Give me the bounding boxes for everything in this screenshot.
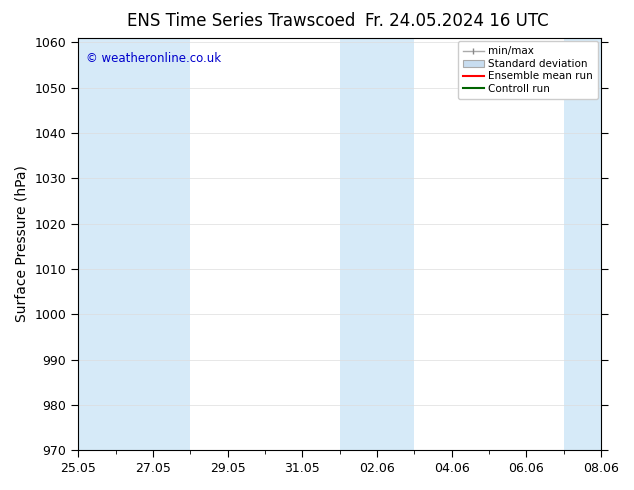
Text: ENS Time Series Trawscoed: ENS Time Series Trawscoed (127, 12, 355, 30)
Text: © weatheronline.co.uk: © weatheronline.co.uk (86, 52, 221, 65)
Legend: min/max, Standard deviation, Ensemble mean run, Controll run: min/max, Standard deviation, Ensemble me… (458, 41, 598, 99)
Bar (153, 38, 190, 450)
Bar (340, 38, 415, 450)
Bar (564, 38, 619, 450)
Text: Fr. 24.05.2024 16 UTC: Fr. 24.05.2024 16 UTC (365, 12, 548, 30)
Y-axis label: Surface Pressure (hPa): Surface Pressure (hPa) (15, 166, 29, 322)
Bar (78, 38, 153, 450)
